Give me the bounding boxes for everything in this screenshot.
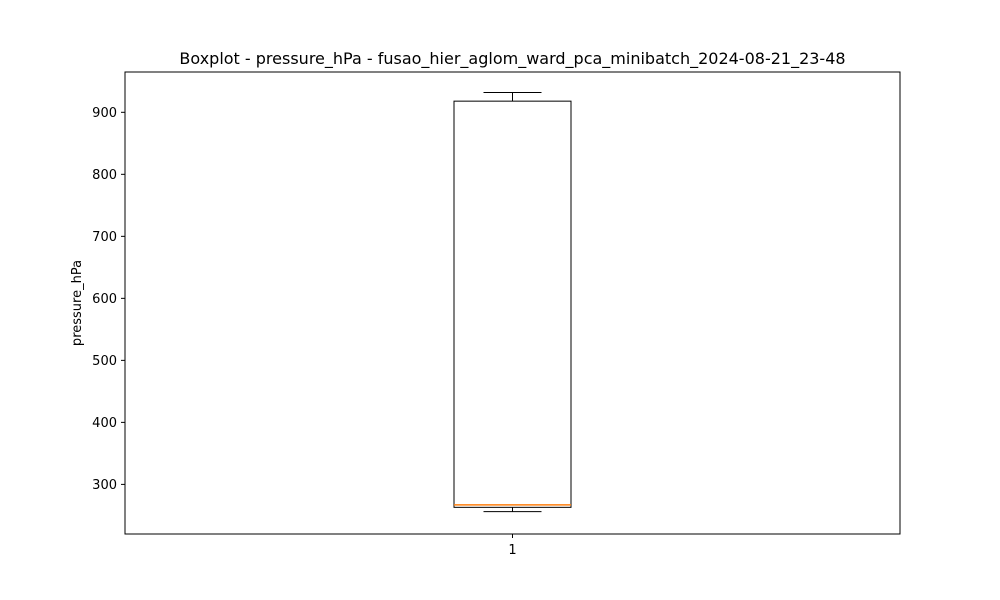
y-tick-label: 700 (92, 230, 117, 245)
y-tick-label: 500 (92, 354, 117, 369)
box-group (453, 91, 572, 513)
x-axis: 1 (508, 534, 517, 558)
y-tick-label: 600 (92, 292, 117, 307)
y-tick-label: 800 (92, 168, 117, 183)
y-axis: 300 400 500 600 700 800 900 (92, 106, 125, 493)
y-tick-label: 400 (92, 416, 117, 431)
y-axis-label: pressure_hPa (70, 260, 85, 346)
y-tick-label: 300 (92, 478, 117, 493)
plot-frame (124, 71, 901, 535)
y-tick-label: 900 (92, 106, 117, 121)
chart-title: Boxplot - pressure_hPa - fusao_hier_aglo… (179, 49, 845, 69)
box-iqr (453, 100, 572, 508)
x-tick-label: 1 (508, 543, 516, 558)
